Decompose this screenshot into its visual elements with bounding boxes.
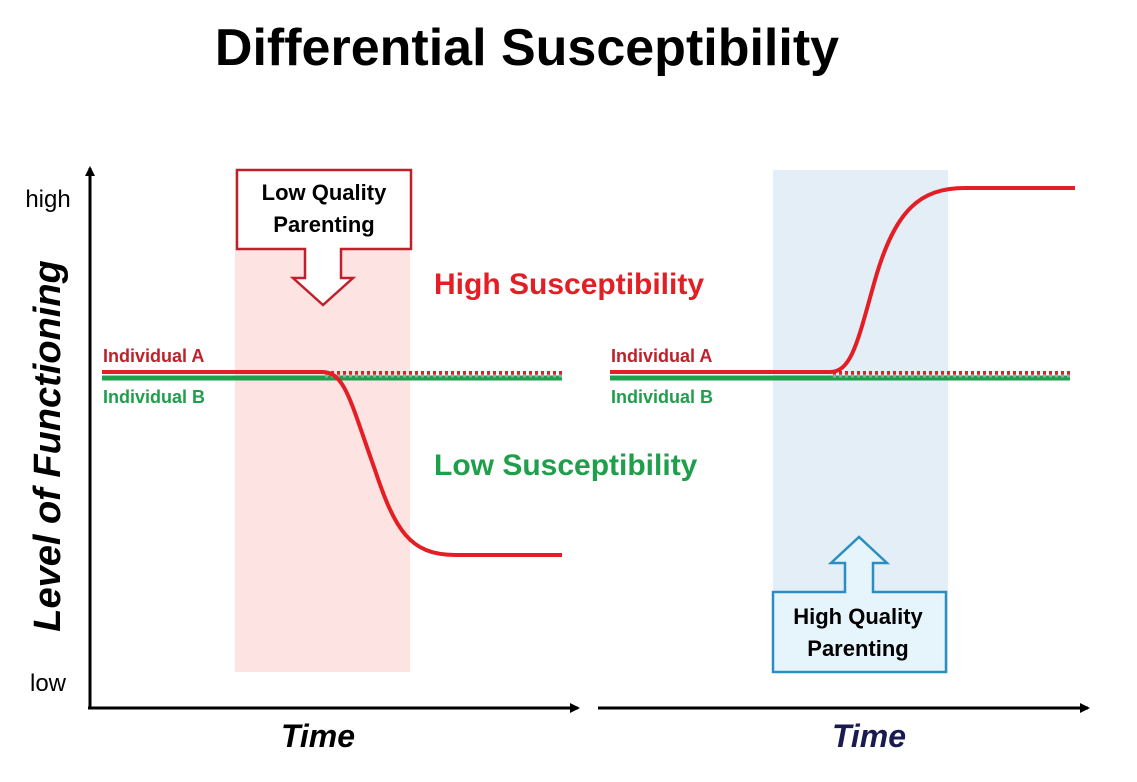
left-individual-a-drop-curve <box>321 370 562 557</box>
high-quality-callout-shape <box>771 535 948 674</box>
y-tick-low: low <box>30 670 67 697</box>
x-axis-label-right: Time <box>832 718 906 754</box>
left-individual-b-label: Individual B <box>103 387 205 407</box>
high-susceptibility-label: High Susceptibility <box>434 268 704 301</box>
right-individual-a-label: Individual A <box>611 346 712 366</box>
low-quality-parenting-callout: Low Quality Parenting <box>235 168 413 307</box>
left-individual-a-label: Individual A <box>103 346 204 366</box>
right-individual-a-rise-curve <box>829 186 1075 374</box>
x-axis-label-left: Time <box>281 718 355 754</box>
high-quality-callout-line2: Parenting <box>807 636 908 661</box>
y-axis-label: Level of Functioning <box>27 260 69 632</box>
low-quality-callout-line2: Parenting <box>273 212 374 237</box>
diagram-title: Differential Susceptibility <box>215 19 839 77</box>
right-individual-b-label: Individual B <box>611 387 713 407</box>
low-quality-callout-shape <box>235 168 413 307</box>
low-quality-callout-line1: Low Quality <box>262 180 387 205</box>
low-susceptibility-label: Low Susceptibility <box>434 449 698 482</box>
high-quality-parenting-callout: High Quality Parenting <box>771 535 948 674</box>
high-quality-callout-line1: High Quality <box>793 604 923 629</box>
y-tick-high: high <box>25 186 70 213</box>
